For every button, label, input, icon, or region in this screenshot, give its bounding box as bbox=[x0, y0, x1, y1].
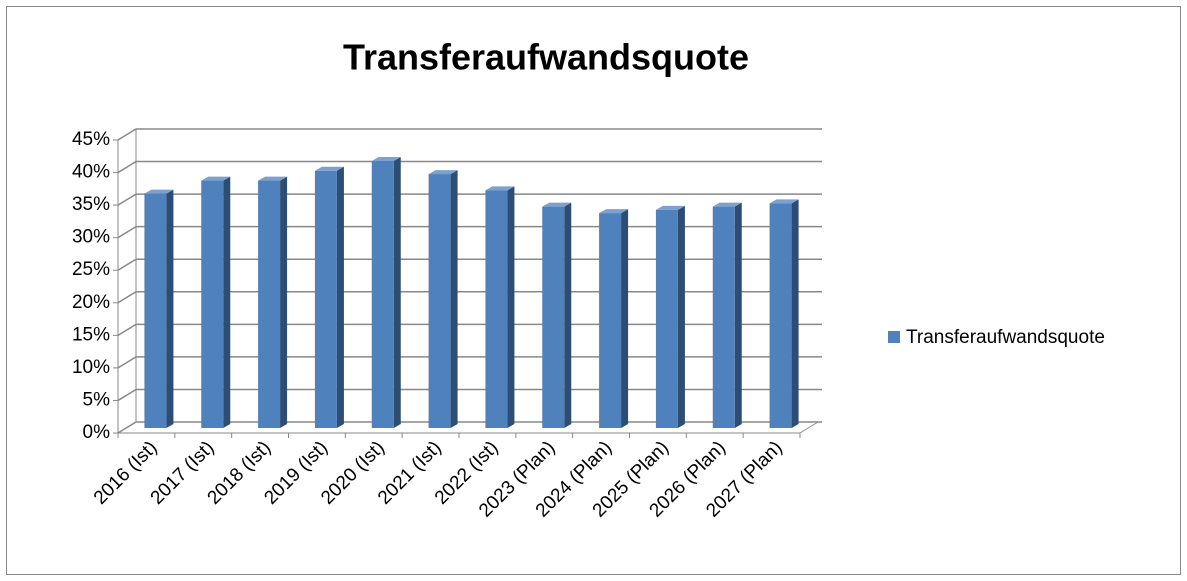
bar-side bbox=[223, 176, 231, 428]
bar-top bbox=[542, 202, 572, 207]
y-tick-label: 45% bbox=[72, 129, 110, 150]
bar-top bbox=[712, 202, 742, 207]
bar bbox=[599, 213, 622, 428]
grid-line bbox=[117, 225, 822, 239]
bar-side bbox=[280, 176, 288, 428]
bar bbox=[314, 170, 337, 429]
bar-top bbox=[201, 176, 231, 181]
bar bbox=[144, 193, 167, 428]
bar bbox=[712, 206, 735, 428]
bar-side bbox=[791, 199, 799, 428]
y-tick-label: 20% bbox=[72, 292, 110, 313]
bar bbox=[201, 180, 224, 428]
bar-top bbox=[314, 166, 344, 171]
bar bbox=[769, 203, 792, 428]
legend-swatch bbox=[888, 331, 900, 343]
grid-line bbox=[117, 258, 822, 271]
legend-label: Transferaufwandsquote bbox=[906, 327, 1105, 348]
bar-side bbox=[621, 209, 629, 428]
bar-side bbox=[336, 166, 344, 429]
y-tick-label: 0% bbox=[83, 422, 111, 443]
y-tick-label: 10% bbox=[72, 357, 110, 378]
bar-side bbox=[507, 186, 515, 428]
y-tick-label: 15% bbox=[72, 324, 110, 345]
grid-line bbox=[117, 291, 822, 304]
bar-top bbox=[655, 205, 685, 210]
grid-line bbox=[117, 421, 822, 434]
y-tick-label: 35% bbox=[72, 194, 110, 215]
bar-top bbox=[599, 209, 629, 214]
bar bbox=[371, 161, 394, 429]
bar bbox=[258, 180, 281, 428]
chart-border bbox=[6, 6, 1181, 575]
bar-top bbox=[144, 189, 174, 194]
bar bbox=[428, 174, 451, 428]
bar bbox=[542, 206, 565, 428]
bar-side bbox=[677, 205, 685, 428]
bar-side bbox=[450, 170, 458, 429]
chart-title: Transferaufwandsquote bbox=[343, 37, 749, 78]
bar-side bbox=[166, 189, 174, 428]
y-tick-label: 30% bbox=[72, 227, 110, 248]
bar bbox=[655, 209, 678, 428]
grid-line bbox=[117, 193, 822, 206]
grid-line bbox=[117, 160, 822, 174]
bar-top bbox=[258, 176, 288, 181]
bar-top bbox=[485, 186, 515, 191]
bar-side bbox=[734, 202, 742, 428]
grid-line bbox=[117, 128, 822, 141]
bar-side bbox=[393, 157, 401, 429]
floor-edge bbox=[799, 421, 819, 434]
grid-line bbox=[117, 356, 822, 369]
bar-top bbox=[769, 199, 799, 204]
bar bbox=[485, 190, 508, 428]
bar-side bbox=[564, 202, 572, 428]
y-tick-label: 40% bbox=[72, 162, 110, 183]
y-tick-label: 25% bbox=[72, 259, 110, 280]
grid-line bbox=[117, 388, 822, 402]
grid-line bbox=[117, 323, 822, 336]
bar-top bbox=[428, 170, 458, 175]
y-tick-label: 5% bbox=[83, 389, 111, 410]
bar-top bbox=[371, 157, 401, 162]
